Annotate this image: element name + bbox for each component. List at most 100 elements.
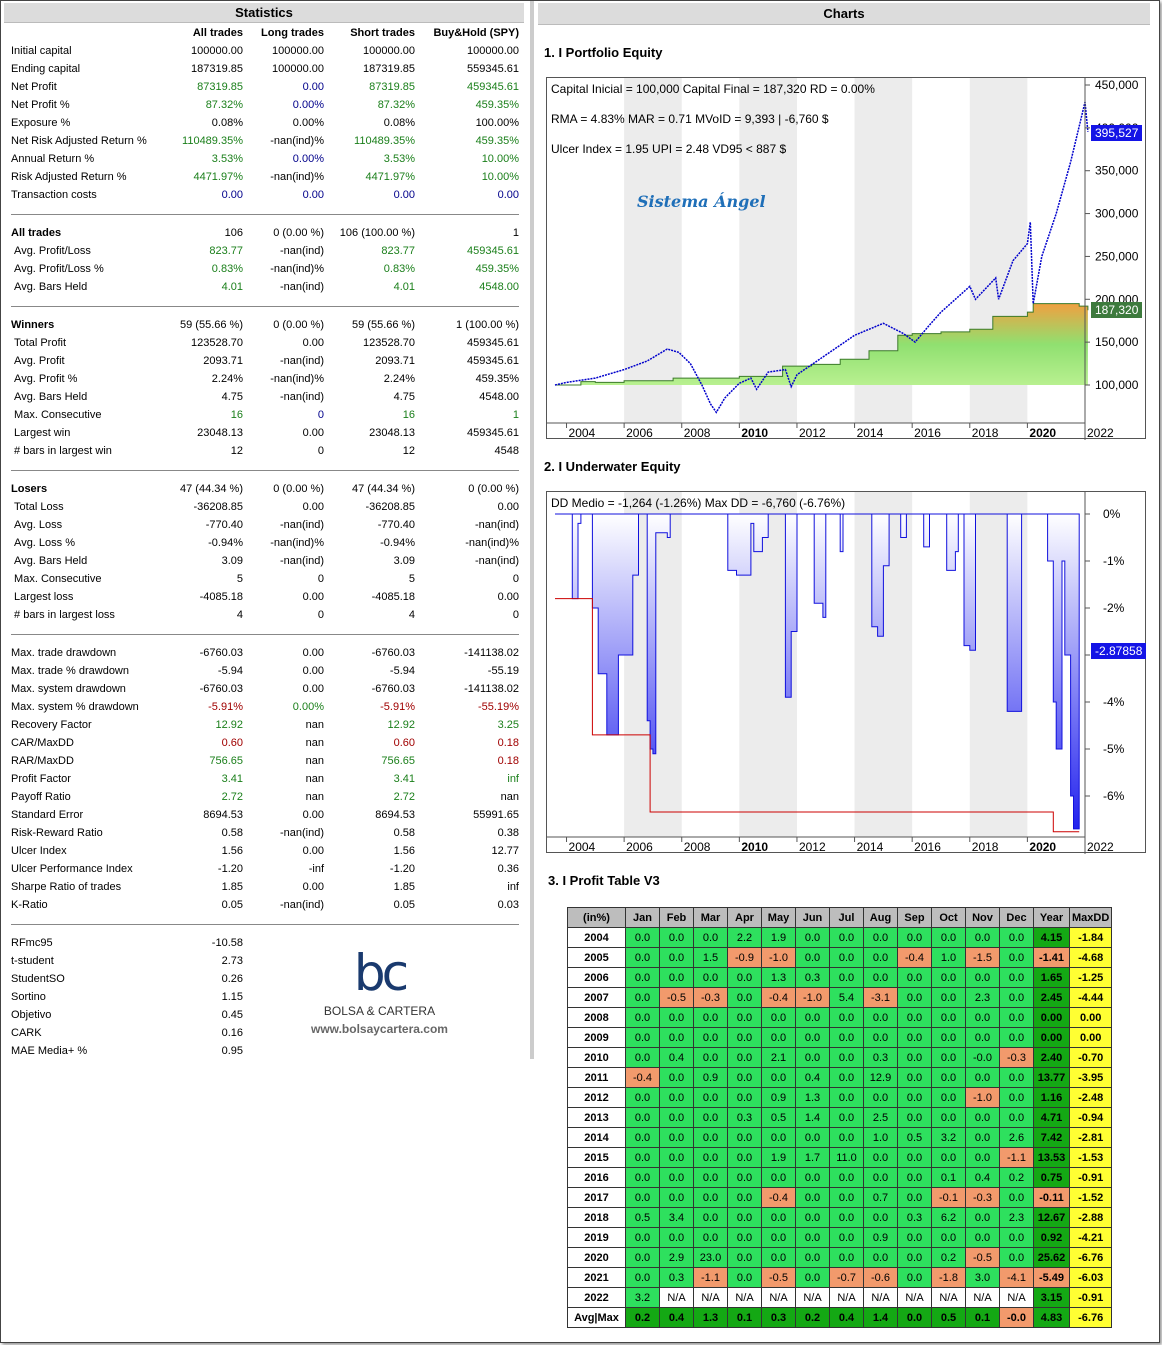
month-return: 0.0	[897, 1087, 932, 1108]
y-tick-label: 0%	[1103, 507, 1121, 521]
month-return: 0.7	[863, 1187, 898, 1208]
stat-value: 123528.70	[191, 337, 243, 349]
year-maxdd: -0.70	[1068, 1047, 1113, 1068]
year-return: -5.49	[1033, 1267, 1070, 1288]
stat-row: # bars in largest loss 4 0 4 0	[11, 607, 519, 625]
portfolio-equity-title: 1. I Portfolio Equity	[544, 45, 663, 60]
month-return: 0.0	[999, 1067, 1034, 1088]
x-tick-label: 2008	[684, 840, 711, 854]
month-return: 0.9	[761, 1087, 796, 1108]
month-return: 0.0	[693, 967, 728, 988]
year-return: 4.15	[1033, 927, 1070, 948]
stat-row: RAR/MaxDD 756.65 nan 756.65 0.18	[11, 753, 519, 771]
stat-value: 0.83%	[211, 263, 243, 275]
stat-label: Largest win	[11, 427, 71, 439]
month-return: 0.0	[863, 1087, 898, 1108]
month-return: 0.0	[625, 1007, 660, 1028]
stat-row: Risk-Reward Ratio 0.58 -nan(ind) 0.58 0.38	[11, 825, 519, 843]
column-header: May	[761, 907, 796, 928]
profit-table-row: 2008 0.0 0.0 0.0 0.0 0.0 0.0 0.0 0.0 0.0 0.0 0.0 0.0…	[567, 1007, 1113, 1028]
stat-value: inf	[507, 773, 519, 785]
stat-row: Avg. Bars Held 3.09 -nan(ind) 3.09 -nan(ind)	[11, 553, 519, 571]
year-label: 2015	[567, 1147, 626, 1168]
logo-name: BOLSA & CARTERA	[323, 1004, 436, 1018]
stat-value: 1.85	[221, 881, 243, 893]
profit-table-row: 2016 0.0 0.0 0.0 0.0 0.0 0.0 0.0 0.0 0.0 0.1 0.4 0.2…	[567, 1167, 1113, 1188]
year-label: 2021	[567, 1267, 626, 1288]
month-return: 0.0	[625, 1267, 660, 1288]
stat-row: Winners 59 (55.66 %) 0 (0.00 %) 59 (55.66 %…	[11, 317, 519, 335]
month-return: 0.0	[965, 1147, 1000, 1168]
stat-value: 106	[224, 227, 243, 239]
stat-value: -nan(ind)	[474, 555, 519, 567]
month-return: N/A	[829, 1287, 864, 1308]
underwater-last-value-flag: -2.87858	[1091, 643, 1147, 659]
stat-value: 12	[402, 445, 415, 457]
month-return: 0.0	[795, 1187, 830, 1208]
month-return: 0.5	[931, 1307, 966, 1328]
month-return: 0.0	[829, 967, 864, 988]
column-header: Jul	[829, 907, 864, 928]
month-return: -1.0	[965, 1087, 1000, 1108]
month-return: 0.0	[693, 1007, 728, 1028]
stat-label: Max. trade % drawdown	[11, 665, 129, 677]
stat-value: 0.00	[302, 683, 324, 695]
stat-value: 0.00	[302, 81, 324, 93]
stat-row: Transaction costs 0.00 0.00 0.00 0.00	[11, 187, 519, 205]
month-return: 0.0	[999, 947, 1034, 968]
stat-value: nan	[305, 791, 324, 803]
x-tick-label: 2016	[914, 426, 941, 440]
month-return: 0.0	[999, 1227, 1034, 1248]
year-maxdd: -0.91	[1068, 1287, 1113, 1308]
profit-table-row: 2009 0.0 0.0 0.0 0.0 0.0 0.0 0.0 0.0 0.0 0.0 0.0 0.0…	[567, 1027, 1113, 1048]
profit-table-row: 2007 0.0 -0.5 -0.3 0.0 -0.4 -1.0 5.4 -3.1 0.0 0.0 2…	[567, 987, 1113, 1008]
stat-label: Total Profit	[11, 337, 67, 349]
stat-value: 110489.35%	[354, 135, 415, 147]
stat-label: Risk Adjusted Return %	[11, 171, 127, 183]
stat-value: -nan(ind)	[279, 899, 324, 911]
stat-label: Risk-Reward Ratio	[11, 827, 103, 839]
month-return: 0.0	[999, 1087, 1034, 1108]
stat-value: nan	[305, 773, 324, 785]
stat-label: Transaction costs	[11, 189, 97, 201]
stat-value: 459345.61	[467, 427, 519, 439]
year-label: 2016	[567, 1167, 626, 1188]
month-return: 0.0	[659, 1027, 694, 1048]
underwater-equity-title: 2. I Underwater Equity	[544, 459, 681, 474]
stat-value: 2.24%	[211, 373, 243, 385]
stat-value: -nan(ind)	[279, 245, 324, 257]
month-return: 0.0	[965, 1127, 1000, 1148]
stat-value: 4.01	[393, 281, 415, 293]
stat-value: 0.00	[302, 427, 324, 439]
stat-value: 1.56	[393, 845, 415, 857]
x-tick-label: 2008	[684, 426, 711, 440]
month-return: 0.0	[999, 967, 1034, 988]
stat-value: nan	[305, 755, 324, 767]
column-header: Sep	[897, 907, 932, 928]
stat-value: 0.16	[221, 1027, 243, 1039]
stat-label: Avg. Profit %	[11, 373, 78, 385]
stat-label: Net Risk Adjusted Return %	[11, 135, 147, 147]
stat-value: -0.94%	[208, 537, 243, 549]
month-return: 0.0	[829, 1207, 864, 1228]
month-return: 0.0	[625, 967, 660, 988]
column-header: MaxDD	[1068, 907, 1113, 928]
stat-label: Largest loss	[11, 591, 74, 603]
profit-table-row: 2018 0.5 3.4 0.0 0.0 0.0 0.0 0.0 0.0 0.3 6.2 0.0 2.3…	[567, 1207, 1113, 1228]
profit-table-row: 2021 0.0 0.3 -1.1 0.0 -0.5 0.0 -0.7 -0.6 0.0 -1.8 3…	[567, 1267, 1113, 1288]
month-return: 0.0	[727, 1227, 762, 1248]
month-return: 0.0	[897, 1307, 932, 1328]
x-tick-label: 2018	[972, 840, 999, 854]
month-return: 0.0	[931, 1067, 966, 1088]
stat-label: Avg. Loss	[11, 519, 63, 531]
stat-value: 100000.00	[191, 45, 243, 57]
month-return: 11.0	[829, 1147, 864, 1168]
month-return: 0.0	[897, 1027, 932, 1048]
year-maxdd: -4.68	[1068, 947, 1113, 968]
stat-value: 12.92	[215, 719, 243, 731]
panel-divider[interactable]	[530, 1, 534, 1059]
profit-table: (in%) Jan Feb Mar Apr May Jun Jul Aug Sep Oct Nov De…	[567, 907, 1113, 1328]
month-return: 0.0	[727, 1087, 762, 1108]
stat-row: Largest win 23048.13 0.00 23048.13 459345.61	[11, 425, 519, 443]
month-return: 0.0	[727, 1127, 762, 1148]
